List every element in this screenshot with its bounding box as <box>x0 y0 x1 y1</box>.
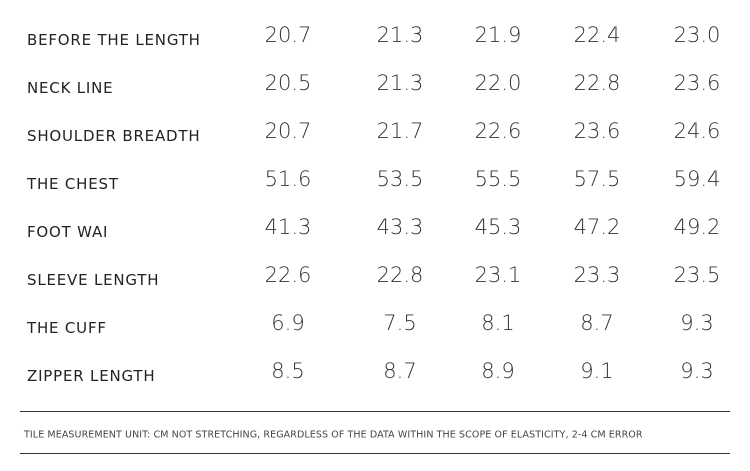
row-label: ZIPPER LENGTH <box>27 367 156 385</box>
divider <box>20 411 730 412</box>
row-label: FOOT WAI <box>27 223 109 241</box>
measurement: 6.9 <box>271 311 305 335</box>
measurement: 51.6 <box>264 167 312 191</box>
measurement: 22.4 <box>573 23 621 47</box>
measurement: 23.6 <box>673 71 721 95</box>
measurement: 8.9 <box>481 359 515 383</box>
measurement: 20.7 <box>264 23 312 47</box>
row-label: SLEEVE LENGTH <box>27 271 160 289</box>
measurement: 23.6 <box>573 119 621 143</box>
measurement: 22.0 <box>474 71 522 95</box>
divider <box>20 453 730 454</box>
measurement: 23.3 <box>573 263 621 287</box>
measurement: 9.3 <box>680 359 714 383</box>
row-label: SHOULDER BREADTH <box>27 127 201 145</box>
row-label: THE CHEST <box>27 175 119 193</box>
measurement: 21.3 <box>376 23 424 47</box>
row-label: THE CUFF <box>27 319 107 337</box>
measurement: 41.3 <box>264 215 312 239</box>
measurement: 7.5 <box>383 311 417 335</box>
measurement: 55.5 <box>474 167 522 191</box>
measurement: 49.2 <box>673 215 721 239</box>
measurement: 9.1 <box>580 359 614 383</box>
measurement: 59.4 <box>673 167 721 191</box>
measurement: 45.3 <box>474 215 522 239</box>
measurement: 23.5 <box>673 263 721 287</box>
measurement: 22.6 <box>264 263 312 287</box>
measurement: 22.8 <box>573 71 621 95</box>
measurement: 21.7 <box>376 119 424 143</box>
footer-note: TILE MEASUREMENT UNIT: CM NOT STRETCHING… <box>24 429 643 441</box>
measurement: 22.6 <box>474 119 522 143</box>
measurement: 22.8 <box>376 263 424 287</box>
measurement: 8.5 <box>271 359 305 383</box>
row-label: NECK LINE <box>27 79 114 97</box>
measurement: 9.3 <box>680 311 714 335</box>
row-label: BEFORE THE LENGTH <box>27 31 201 49</box>
measurement: 8.7 <box>580 311 614 335</box>
measurement: 23.1 <box>474 263 522 287</box>
measurement: 20.5 <box>264 71 312 95</box>
measurement: 57.5 <box>573 167 621 191</box>
measurement: 20.7 <box>264 119 312 143</box>
measurement: 8.1 <box>481 311 515 335</box>
measurement: 24.6 <box>673 119 721 143</box>
measurement: 21.3 <box>376 71 424 95</box>
measurement: 23.0 <box>673 23 721 47</box>
measurement: 47.2 <box>573 215 621 239</box>
measurement: 43.3 <box>376 215 424 239</box>
measurement: 21.9 <box>474 23 522 47</box>
measurement: 53.5 <box>376 167 424 191</box>
measurement: 8.7 <box>383 359 417 383</box>
